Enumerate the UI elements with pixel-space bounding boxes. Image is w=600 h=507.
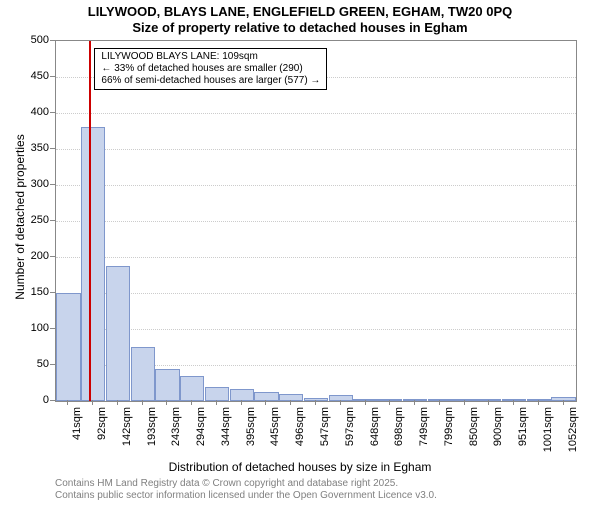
x-tick-mark <box>414 400 415 405</box>
histogram-bar <box>81 127 105 401</box>
x-tick-label: 547sqm <box>319 407 331 507</box>
x-tick-label: 243sqm <box>170 407 182 507</box>
x-tick-label: 597sqm <box>344 407 356 507</box>
x-tick-label: 698sqm <box>393 407 405 507</box>
x-tick-mark <box>191 400 192 405</box>
histogram-bar <box>329 395 353 401</box>
y-gridline <box>56 293 576 294</box>
x-tick-label: 1001sqm <box>542 407 554 507</box>
y-tick-label: 200 <box>9 250 49 262</box>
y-tick-mark <box>50 76 55 77</box>
x-tick-label: 294sqm <box>195 407 207 507</box>
y-tick-mark <box>50 148 55 149</box>
x-tick-mark <box>513 400 514 405</box>
histogram-bar <box>56 293 80 401</box>
y-tick-mark <box>50 364 55 365</box>
x-tick-mark <box>315 400 316 405</box>
marker-callout-line: 66% of semi-detached houses are larger (… <box>101 75 320 87</box>
histogram-bar <box>131 347 155 401</box>
y-tick-label: 0 <box>9 394 49 406</box>
x-tick-label: 41sqm <box>71 407 83 507</box>
y-tick-mark <box>50 292 55 293</box>
x-tick-mark <box>290 400 291 405</box>
histogram-bar <box>155 369 179 401</box>
x-tick-label: 142sqm <box>121 407 133 507</box>
y-gridline <box>56 329 576 330</box>
y-tick-mark <box>50 40 55 41</box>
x-tick-mark <box>92 400 93 405</box>
x-tick-label: 344sqm <box>220 407 232 507</box>
x-tick-label: 92sqm <box>96 407 108 507</box>
x-tick-label: 496sqm <box>294 407 306 507</box>
x-tick-label: 850sqm <box>468 407 480 507</box>
plot-area: LILYWOOD BLAYS LANE: 109sqm← 33% of deta… <box>55 40 577 402</box>
x-tick-mark <box>265 400 266 405</box>
x-tick-label: 749sqm <box>418 407 430 507</box>
x-tick-mark <box>216 400 217 405</box>
y-tick-label: 350 <box>9 142 49 154</box>
histogram-bar <box>205 387 229 401</box>
y-gridline <box>56 221 576 222</box>
histogram-bar <box>428 399 452 401</box>
y-tick-mark <box>50 400 55 401</box>
x-tick-label: 1052sqm <box>567 407 579 507</box>
y-tick-label: 100 <box>9 322 49 334</box>
chart-title-main: LILYWOOD, BLAYS LANE, ENGLEFIELD GREEN, … <box>0 4 600 19</box>
histogram-bar <box>452 399 476 401</box>
marker-callout-line: LILYWOOD BLAYS LANE: 109sqm <box>101 51 320 63</box>
histogram-bar <box>527 399 551 401</box>
y-tick-label: 500 <box>9 34 49 46</box>
y-gridline <box>56 113 576 114</box>
histogram-bar <box>106 266 130 401</box>
x-tick-mark <box>538 400 539 405</box>
histogram-bar <box>180 376 204 401</box>
marker-callout-line: ← 33% of detached houses are smaller (29… <box>101 63 320 75</box>
x-tick-mark <box>67 400 68 405</box>
x-tick-mark <box>464 400 465 405</box>
histogram-bar <box>551 397 575 401</box>
x-tick-label: 445sqm <box>269 407 281 507</box>
x-tick-label: 951sqm <box>517 407 529 507</box>
x-tick-mark <box>439 400 440 405</box>
x-tick-label: 900sqm <box>492 407 504 507</box>
histogram-bar <box>230 389 254 401</box>
x-tick-label: 799sqm <box>443 407 455 507</box>
y-tick-label: 250 <box>9 214 49 226</box>
x-tick-mark <box>389 400 390 405</box>
y-gridline <box>56 149 576 150</box>
x-tick-label: 193sqm <box>146 407 158 507</box>
x-tick-label: 648sqm <box>369 407 381 507</box>
x-tick-mark <box>117 400 118 405</box>
marker-line <box>89 41 91 401</box>
chart-container: LILYWOOD, BLAYS LANE, ENGLEFIELD GREEN, … <box>0 0 600 500</box>
y-tick-mark <box>50 184 55 185</box>
y-tick-mark <box>50 256 55 257</box>
chart-title-sub: Size of property relative to detached ho… <box>0 20 600 35</box>
y-gridline <box>56 257 576 258</box>
x-tick-mark <box>166 400 167 405</box>
y-gridline <box>56 185 576 186</box>
marker-callout: LILYWOOD BLAYS LANE: 109sqm← 33% of deta… <box>94 48 327 90</box>
y-tick-label: 300 <box>9 178 49 190</box>
x-tick-mark <box>142 400 143 405</box>
y-tick-label: 50 <box>9 358 49 370</box>
x-tick-mark <box>241 400 242 405</box>
x-tick-mark <box>365 400 366 405</box>
x-tick-label: 395sqm <box>245 407 257 507</box>
y-tick-label: 150 <box>9 286 49 298</box>
x-tick-mark <box>340 400 341 405</box>
y-tick-label: 400 <box>9 106 49 118</box>
x-tick-mark <box>488 400 489 405</box>
y-tick-mark <box>50 112 55 113</box>
x-tick-mark <box>563 400 564 405</box>
y-tick-mark <box>50 220 55 221</box>
y-tick-label: 450 <box>9 70 49 82</box>
y-tick-mark <box>50 328 55 329</box>
